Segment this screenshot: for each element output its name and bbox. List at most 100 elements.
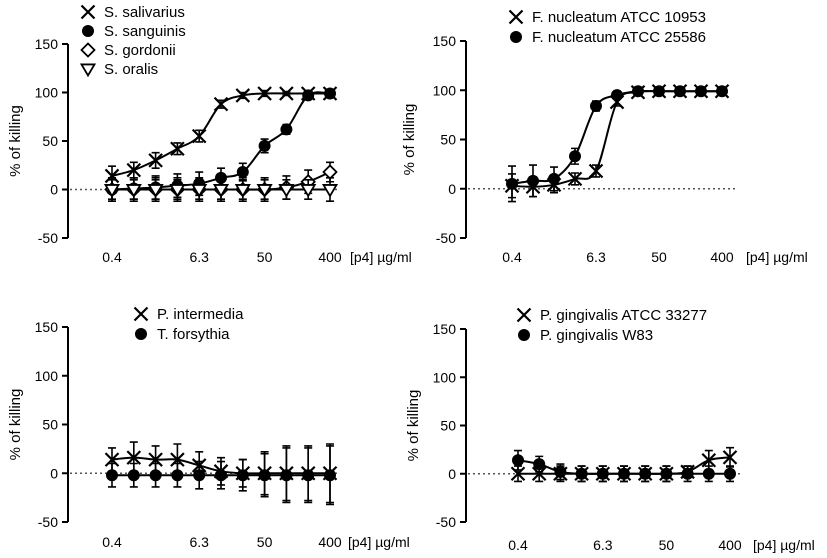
data-point bbox=[191, 128, 207, 144]
legend-marker bbox=[518, 329, 530, 341]
y-tick-label: 150 bbox=[433, 33, 457, 49]
x-axis-label: [p4] µg/ml bbox=[348, 534, 410, 550]
y-tick-label: 50 bbox=[440, 132, 456, 148]
data-point bbox=[322, 164, 338, 180]
legend-marker bbox=[80, 42, 96, 58]
legend-label: F. nucleatum ATCC 25586 bbox=[532, 29, 706, 46]
data-point bbox=[618, 467, 630, 480]
legend-label: P. intermedia bbox=[157, 306, 244, 323]
x-tick-label: 6.3 bbox=[586, 249, 606, 265]
x-tick-label: 400 bbox=[318, 249, 342, 265]
data-point bbox=[569, 150, 581, 163]
data-point bbox=[506, 177, 518, 190]
data-point bbox=[531, 466, 547, 482]
data-point bbox=[215, 469, 227, 482]
x-axis-label: [p4] µg/ml bbox=[753, 537, 815, 553]
data-point bbox=[106, 469, 118, 482]
series-f-nucleatum-atcc-25586 bbox=[506, 85, 728, 203]
data-point bbox=[701, 452, 717, 468]
series-p-gingivalis-w83 bbox=[512, 449, 736, 483]
y-tick-label: 0 bbox=[50, 465, 58, 481]
data-point bbox=[127, 469, 140, 482]
y-tick-label: 100 bbox=[35, 368, 59, 384]
data-point bbox=[554, 465, 567, 478]
y-axis-label: % of killing bbox=[7, 105, 24, 177]
legend-label: P. gingivalis W83 bbox=[540, 327, 653, 344]
legend-label: S. oralis bbox=[104, 61, 158, 78]
data-point bbox=[674, 85, 686, 98]
x-tick-label: 0.4 bbox=[508, 537, 528, 553]
data-point bbox=[103, 184, 121, 198]
data-point bbox=[639, 467, 652, 480]
data-point bbox=[191, 184, 208, 198]
data-point bbox=[716, 85, 728, 98]
data-point bbox=[280, 123, 293, 136]
data-point bbox=[302, 469, 315, 482]
y-axis-label: % of killing bbox=[7, 389, 24, 461]
data-point bbox=[611, 89, 623, 102]
legend-marker bbox=[510, 31, 522, 43]
y-tick-label: 150 bbox=[35, 36, 59, 52]
data-point bbox=[596, 467, 609, 480]
data-point bbox=[147, 184, 164, 198]
data-point bbox=[256, 184, 273, 198]
x-tick-label: 6.3 bbox=[189, 534, 209, 550]
data-point bbox=[702, 467, 715, 480]
series-s-salivarius bbox=[104, 86, 338, 187]
x-axis-label: [p4] µg/ml bbox=[746, 249, 808, 265]
data-point bbox=[258, 469, 271, 482]
data-point bbox=[300, 184, 317, 198]
data-point bbox=[632, 85, 644, 98]
data-point bbox=[724, 467, 736, 480]
legend-label: S. sanguinis bbox=[104, 23, 186, 40]
data-point bbox=[279, 86, 294, 101]
data-point bbox=[527, 174, 539, 187]
y-axis-label: % of killing bbox=[405, 390, 422, 462]
legend-marker bbox=[133, 306, 149, 322]
legend-marker bbox=[516, 307, 532, 323]
data-point bbox=[512, 454, 524, 467]
legend-label: P. gingivalis ATCC 33277 bbox=[540, 307, 707, 324]
data-point bbox=[278, 184, 295, 198]
data-point bbox=[567, 171, 583, 187]
chart-panel-top-right: -50 0 50 100 150 % of killing 0.4 6.3 50 400 [p4] … bbox=[401, 9, 808, 265]
data-point bbox=[171, 469, 184, 482]
legend-marker bbox=[80, 4, 96, 20]
legend-marker bbox=[79, 63, 97, 78]
data-point bbox=[590, 100, 602, 113]
data-point bbox=[653, 85, 665, 98]
data-point bbox=[213, 96, 229, 112]
data-point bbox=[235, 88, 251, 103]
series-t-forsythia bbox=[106, 445, 336, 506]
data-point bbox=[170, 141, 185, 157]
legend-label: F. nucleatum ATCC 10953 bbox=[532, 9, 706, 26]
chart-panel-top-left: -50 0 50 100 150 % of killing 0.4 6.3 50 400 [p4] … bbox=[7, 4, 412, 265]
chart-panel-bottom-left: -50 0 50 100 150 % of killing 0.4 6.3 50 400 [p4] … bbox=[7, 306, 410, 550]
data-point bbox=[149, 469, 162, 482]
y-tick-label: -50 bbox=[38, 230, 58, 246]
y-tick-label: 150 bbox=[35, 319, 59, 335]
data-point bbox=[548, 172, 560, 185]
x-tick-label: 0.4 bbox=[502, 249, 522, 265]
data-point bbox=[212, 184, 230, 198]
x-tick-label: 50 bbox=[257, 534, 273, 550]
data-point bbox=[695, 85, 707, 98]
legend-marker bbox=[508, 9, 524, 25]
y-tick-label: -50 bbox=[38, 514, 58, 530]
data-point bbox=[575, 467, 588, 480]
series-s-oralis bbox=[103, 177, 339, 202]
chart-panel-bottom-right: -50 0 50 100 150 % of killing 0.4 6.3 50 400 [p4] … bbox=[405, 307, 815, 553]
data-point bbox=[126, 450, 142, 465]
x-tick-label: 400 bbox=[710, 249, 734, 265]
data-point bbox=[170, 452, 185, 467]
data-point bbox=[125, 184, 142, 198]
legend-label: T. forsythia bbox=[157, 326, 230, 343]
data-point bbox=[660, 467, 673, 480]
data-point bbox=[104, 452, 120, 467]
data-point bbox=[234, 184, 251, 198]
x-axis-label: [p4] µg/ml bbox=[350, 249, 412, 265]
legend-label: S. gordonii bbox=[104, 42, 176, 59]
y-tick-label: 100 bbox=[433, 82, 457, 98]
series-p-intermedia bbox=[104, 441, 338, 504]
